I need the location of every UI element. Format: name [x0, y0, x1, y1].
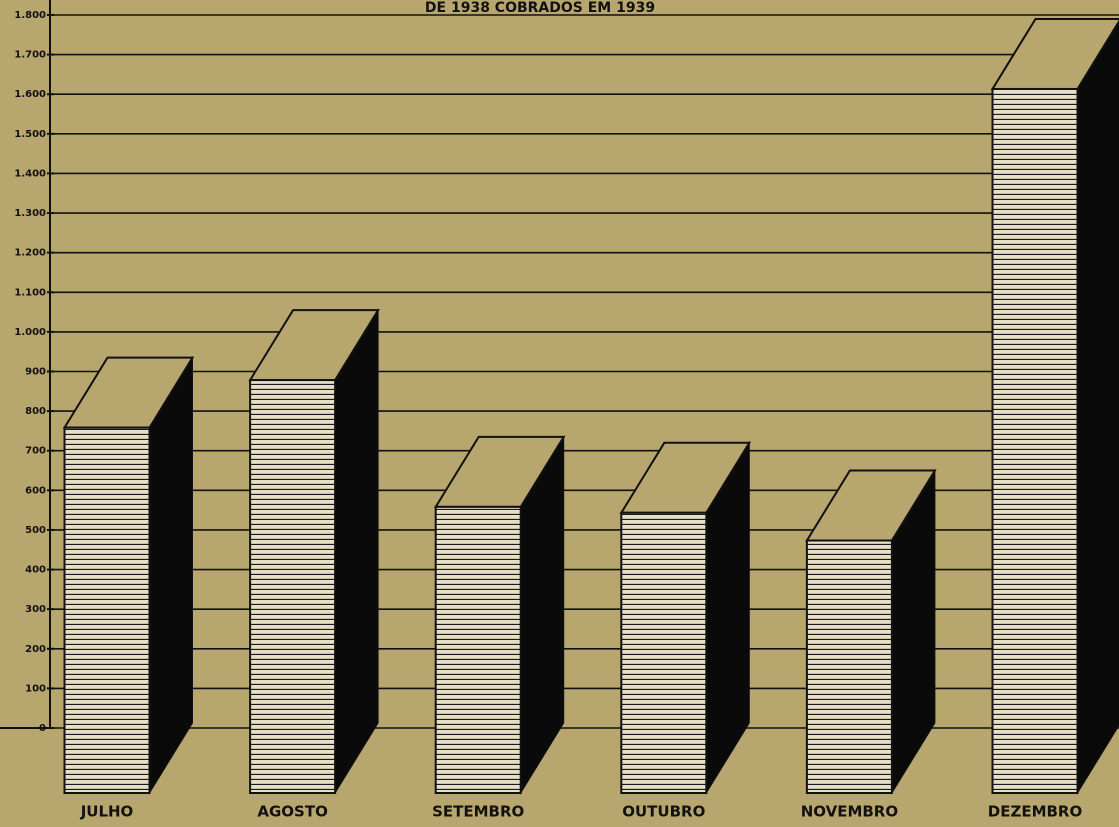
y-tick-label: 800	[25, 406, 46, 417]
bar	[249, 379, 337, 794]
x-tick-label: OUTUBRO	[622, 803, 705, 821]
y-tick-label: 1.500	[14, 129, 46, 140]
y-tick-label: 300	[25, 604, 46, 615]
x-tick-label: NOVEMBRO	[801, 803, 898, 821]
y-tick-label: 900	[25, 367, 46, 378]
y-tick-label: 700	[25, 446, 46, 457]
y-tick-label: 400	[25, 565, 46, 576]
y-tick-label: 1.700	[14, 50, 46, 61]
y-tick-label: 500	[25, 525, 46, 536]
y-tick-label: 1.200	[14, 248, 46, 259]
x-tick-label: DEZEMBRO	[988, 803, 1082, 821]
bar	[805, 539, 893, 794]
bar	[620, 511, 708, 794]
bar	[991, 87, 1079, 794]
bar	[63, 426, 151, 794]
y-tick-label: 1.800	[14, 10, 46, 21]
y-tick-label: 1.400	[14, 168, 46, 179]
bar-side	[1077, 20, 1119, 795]
y-tick-label: 200	[25, 644, 46, 655]
chart-title: DE 1938 COBRADOS EM 1939	[425, 0, 655, 16]
y-tick-label: 1.600	[14, 89, 46, 100]
y-tick-label: 1.000	[14, 327, 46, 338]
x-tick-label: AGOSTO	[257, 803, 327, 821]
bar	[434, 505, 522, 794]
x-tick-label: JULHO	[80, 803, 134, 821]
y-tick-label: 1.300	[14, 208, 46, 219]
y-tick-label: 100	[25, 683, 46, 694]
x-tick-label: SETEMBRO	[432, 803, 524, 821]
y-tick-label: 600	[25, 485, 46, 496]
bar-side	[334, 308, 379, 795]
bar-side	[149, 355, 193, 795]
y-tick-label: 1.100	[14, 287, 46, 298]
